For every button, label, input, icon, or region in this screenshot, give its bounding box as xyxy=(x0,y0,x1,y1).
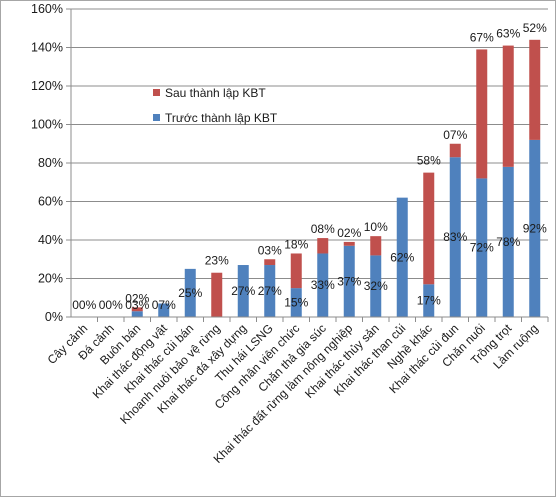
data-label-sau: 23% xyxy=(205,254,229,268)
bar-truoc xyxy=(131,311,143,317)
data-label-truoc: 37% xyxy=(337,274,361,288)
data-label-truoc: 62% xyxy=(390,250,414,264)
bar-sau xyxy=(317,238,329,254)
data-label-truoc: 72% xyxy=(470,241,494,255)
bar-sau xyxy=(131,307,143,312)
legend-label-sau: Sau thành lập KBT xyxy=(165,86,266,100)
bar-truoc xyxy=(396,197,408,317)
y-axis-ticks: 0% 20% 40% 60% 80% 100% 120% 140% 160% xyxy=(31,2,71,324)
bar-truoc xyxy=(264,265,276,317)
data-label-truoc: 27% xyxy=(258,284,282,298)
y-tick-label: 160% xyxy=(31,2,63,16)
bar-sau xyxy=(449,143,461,158)
bar-sau xyxy=(264,259,276,266)
y-tick-label: 100% xyxy=(31,118,63,132)
data-label-truoc: 07% xyxy=(152,298,176,312)
data-label-truoc: 17% xyxy=(417,294,441,308)
data-label-truoc: 78% xyxy=(496,235,520,249)
data-label-truoc: 27% xyxy=(231,284,255,298)
y-tick-label: 60% xyxy=(38,195,63,209)
bar-truoc xyxy=(290,288,302,317)
bar-truoc xyxy=(158,303,170,317)
bar-sau xyxy=(423,172,435,285)
bar-truoc xyxy=(449,157,461,317)
data-label-truoc: 32% xyxy=(364,279,388,293)
data-label-sau: 07% xyxy=(443,128,467,142)
bar-sau xyxy=(370,236,382,256)
data-label-truoc: 92% xyxy=(523,221,547,235)
legend-swatch-sau xyxy=(153,89,160,96)
data-label-truoc: 15% xyxy=(284,296,308,310)
legend-label-truoc: Trước thành lập KBT xyxy=(165,111,278,125)
y-tick-label: 120% xyxy=(31,79,63,93)
y-tick-label: 40% xyxy=(38,233,63,247)
data-label-truoc: 00% xyxy=(72,298,96,312)
data-label-sau: 58% xyxy=(417,154,441,168)
bar-truoc xyxy=(502,166,514,317)
bar-truoc xyxy=(237,265,249,317)
bar-sau xyxy=(476,49,488,179)
data-label-sau: 67% xyxy=(470,30,494,44)
bar-sau xyxy=(502,45,514,167)
data-label-sau: 63% xyxy=(496,27,520,41)
bar-truoc xyxy=(423,284,435,317)
legend-swatch-truoc xyxy=(153,114,160,121)
bar-sau xyxy=(343,241,355,246)
data-label-truoc: 33% xyxy=(311,278,335,292)
bar-truoc xyxy=(529,139,541,317)
data-label-truoc: 83% xyxy=(443,230,467,244)
data-labels: 00% 00% 03%02% 07%25%23%27% 27%03%15%18%33%0… xyxy=(72,21,547,312)
data-label-sau: 08% xyxy=(311,222,335,236)
data-label-sau: 02% xyxy=(125,291,149,305)
y-tick-label: 140% xyxy=(31,41,63,55)
gridlines xyxy=(71,8,548,279)
data-label-sau: 02% xyxy=(337,226,361,240)
bar-sau xyxy=(529,39,541,140)
data-label-truoc: 03% xyxy=(125,298,149,312)
bar-sau xyxy=(290,253,302,289)
y-tick-label: 20% xyxy=(38,272,63,286)
bar-truoc xyxy=(370,255,382,317)
data-label-sau: 10% xyxy=(364,220,388,234)
data-label-truoc: 25% xyxy=(178,286,202,300)
legend: Sau thành lập KBT Trước thành lập KBT xyxy=(153,86,278,125)
bar-truoc xyxy=(317,253,329,317)
data-label-sau: 03% xyxy=(258,243,282,257)
data-label-sau: 18% xyxy=(284,237,308,251)
bars xyxy=(131,39,541,317)
bar-sau xyxy=(211,272,223,317)
bar-truoc xyxy=(184,268,196,317)
y-tick-label: 80% xyxy=(38,156,63,170)
data-label-sau: 52% xyxy=(523,21,547,35)
y-tick-label: 0% xyxy=(45,310,63,324)
bar-truoc xyxy=(343,245,355,317)
data-label-truoc: 00% xyxy=(99,298,123,312)
bar-truoc xyxy=(476,178,488,317)
